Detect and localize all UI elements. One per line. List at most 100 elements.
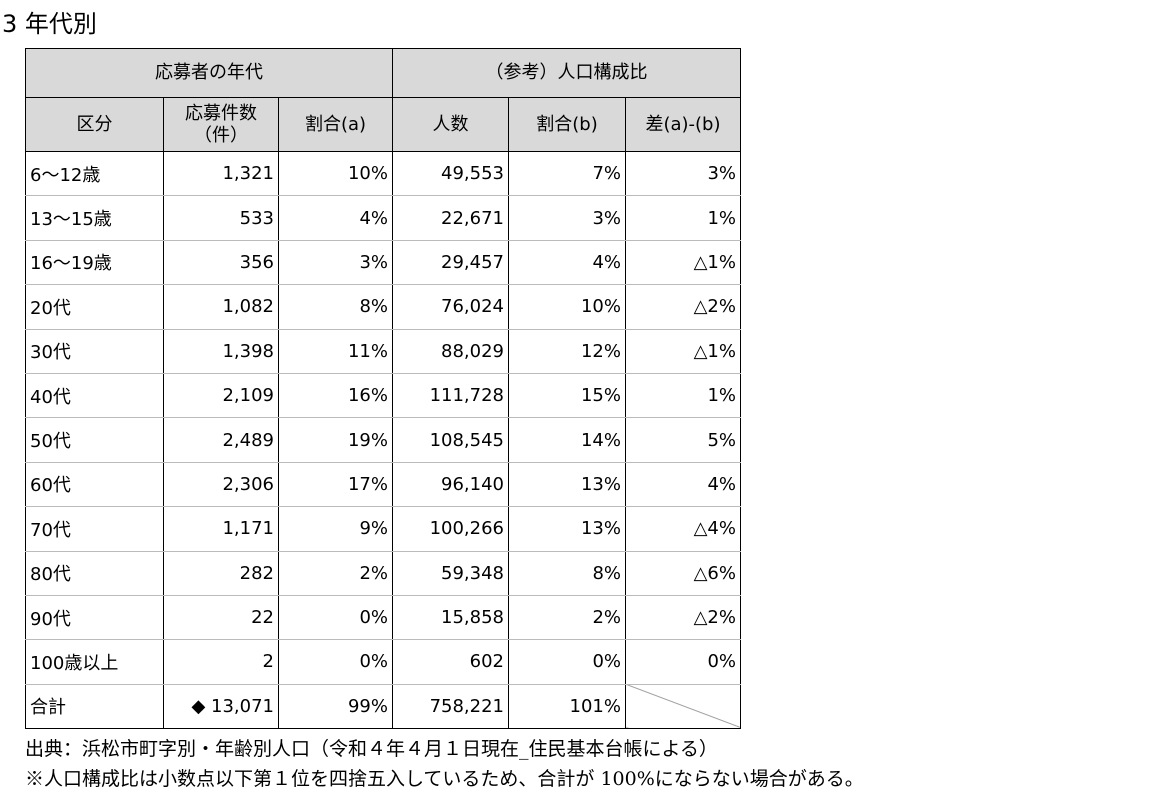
data-row: 40代 2,109 16% 111,728 15% 1% xyxy=(25,373,741,419)
data-row: 20代 1,082 8% 76,024 10% △2% xyxy=(25,284,741,330)
data-row: 80代 282 2% 59,348 8% △6% xyxy=(25,551,741,596)
cell: 100,266 xyxy=(392,506,509,552)
group-header-row: 応募者の年代 （参考）人口構成比 xyxy=(25,48,741,98)
cell: 10% xyxy=(508,284,626,330)
cell: △6% xyxy=(625,551,741,596)
cell: 90代 xyxy=(25,595,164,641)
cell: 0% xyxy=(508,639,626,685)
cell: 12% xyxy=(508,329,626,374)
cell: 1% xyxy=(625,373,741,419)
cell: 13～15歳 xyxy=(25,195,164,241)
cell: 4% xyxy=(625,462,741,508)
cell: 30代 xyxy=(25,329,164,374)
cell: 76,024 xyxy=(392,284,509,330)
cell: 9% xyxy=(278,506,393,552)
cell: 3% xyxy=(625,151,741,197)
cell: 96,140 xyxy=(392,462,509,508)
cell: 13% xyxy=(508,462,626,508)
group-header: 応募者の年代 xyxy=(25,48,393,98)
data-row: 90代 22 0% 15,858 2% △2% xyxy=(25,595,741,641)
cell: 4% xyxy=(508,240,626,286)
cell: 70代 xyxy=(25,506,164,552)
cell: 20代 xyxy=(25,284,164,330)
cell: 8% xyxy=(508,551,626,596)
cell: 15% xyxy=(508,373,626,419)
cell: 合計 xyxy=(25,683,164,730)
cell: 0% xyxy=(278,595,393,641)
data-row: 50代 2,489 19% 108,545 14% 5% xyxy=(25,417,741,463)
data-row: 60代 2,306 17% 96,140 13% 4% xyxy=(25,462,741,508)
data-row: 100歳以上 2 0% 602 0% 0% xyxy=(25,639,741,685)
cell: 80代 xyxy=(25,551,164,596)
cell: 49,553 xyxy=(392,151,509,197)
cell: 533 xyxy=(163,195,279,241)
cell: 10% xyxy=(278,151,393,197)
cell: 59,348 xyxy=(392,551,509,596)
cell: 101% xyxy=(508,683,626,730)
cell: 1,398 xyxy=(163,329,279,374)
cell: 2,306 xyxy=(163,462,279,508)
cell: 22,671 xyxy=(392,195,509,241)
data-row: 13～15歳 533 4% 22,671 3% 1% xyxy=(25,195,741,241)
cell: 108,545 xyxy=(392,417,509,463)
column-header: 割合(a) xyxy=(278,97,393,152)
cell: 60代 xyxy=(25,462,164,508)
cell: 19% xyxy=(278,417,393,463)
cell: 14% xyxy=(508,417,626,463)
cell: 6～12歳 xyxy=(25,151,164,197)
cell: 13% xyxy=(508,506,626,552)
column-header: 応募件数 （件） xyxy=(163,97,279,152)
cell: △2% xyxy=(625,595,741,641)
cell: 8% xyxy=(278,284,393,330)
column-header: 区分 xyxy=(25,97,164,152)
cell: 100歳以上 xyxy=(25,639,164,685)
cell: 15,858 xyxy=(392,595,509,641)
cell: 1,321 xyxy=(163,151,279,197)
cell: 16% xyxy=(278,373,393,419)
cell: 2% xyxy=(508,595,626,641)
cell: △2% xyxy=(625,284,741,330)
cell: 0% xyxy=(625,639,741,685)
cell: 88,029 xyxy=(392,329,509,374)
cell: 758,221 xyxy=(392,683,509,730)
table: 応募者の年代 （参考）人口構成比 区分 応募件数 （件） 割合(a) 人数 割合(b) 差(a… xyxy=(25,48,741,730)
data-row: 6～12歳 1,321 10% 49,553 7% 3% xyxy=(25,151,741,197)
cell: 2% xyxy=(278,551,393,596)
cell: △4% xyxy=(625,506,741,552)
data-row: 合計 ◆ 13,071 99% 758,221 101% xyxy=(25,683,741,730)
column-header: 差(a)-(b) xyxy=(625,97,741,152)
cell: 1% xyxy=(625,195,741,241)
group-header: （参考）人口構成比 xyxy=(392,48,741,98)
cell: 1,171 xyxy=(163,506,279,552)
cell: 40代 xyxy=(25,373,164,419)
cell: 16～19歳 xyxy=(25,240,164,286)
cell: △1% xyxy=(625,240,741,286)
source-note: 出典：浜松市町字別・年齢別人口（令和４年４月１日現在_住民基本台帳による） xyxy=(25,738,718,760)
cell: 4% xyxy=(278,195,393,241)
cell: 50代 xyxy=(25,417,164,463)
cell: 2 xyxy=(163,639,279,685)
cell: 22 xyxy=(163,595,279,641)
header-row: 区分 応募件数 （件） 割合(a) 人数 割合(b) 差(a)-(b) xyxy=(25,97,741,152)
cell: 17% xyxy=(278,462,393,508)
data-row: 16～19歳 356 3% 29,457 4% △1% xyxy=(25,240,741,286)
cell: 1,082 xyxy=(163,284,279,330)
cell: 5% xyxy=(625,417,741,463)
cell: 602 xyxy=(392,639,509,685)
cell: ◆ 13,071 xyxy=(163,683,279,730)
rounding-note: ※人口構成比は小数点以下第１位を四捨五入しているため、合計が 100%にならない… xyxy=(25,768,864,790)
cell: △1% xyxy=(625,329,741,374)
cell: 282 xyxy=(163,551,279,596)
empty-cell xyxy=(625,683,741,730)
cell: 11% xyxy=(278,329,393,374)
cell: 111,728 xyxy=(392,373,509,419)
cell: 3% xyxy=(278,240,393,286)
cell: 2,489 xyxy=(163,417,279,463)
cell: 2,109 xyxy=(163,373,279,419)
cell: 29,457 xyxy=(392,240,509,286)
cell: 7% xyxy=(508,151,626,197)
column-header: 割合(b) xyxy=(508,97,626,152)
data-row: 30代 1,398 11% 88,029 12% △1% xyxy=(25,329,741,374)
data-row: 70代 1,171 9% 100,266 13% △4% xyxy=(25,506,741,552)
